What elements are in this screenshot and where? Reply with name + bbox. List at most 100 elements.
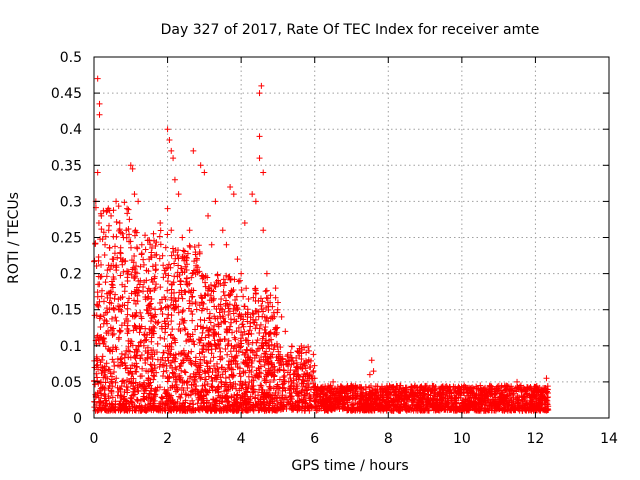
data-point (95, 273, 102, 280)
data-point (247, 393, 254, 400)
data-point (336, 393, 343, 400)
data-point (146, 390, 153, 397)
data-point (171, 273, 178, 280)
data-point (135, 343, 142, 350)
data-point (97, 324, 104, 331)
data-point (204, 306, 211, 313)
data-point (100, 229, 107, 236)
data-point (109, 284, 116, 291)
data-point (164, 287, 171, 294)
data-point (259, 340, 266, 347)
data-point (102, 309, 109, 316)
data-point (148, 245, 155, 252)
data-point (234, 391, 241, 398)
data-point (152, 391, 159, 398)
data-point (209, 368, 216, 375)
data-point (97, 390, 104, 397)
data-point (108, 400, 115, 407)
data-point (230, 401, 237, 408)
data-point (128, 244, 135, 251)
data-point (452, 394, 459, 401)
data-point (99, 364, 106, 371)
data-point (232, 307, 239, 314)
data-point (263, 294, 270, 301)
data-point (230, 310, 237, 317)
data-point (211, 322, 218, 329)
data-point (171, 260, 178, 267)
data-point (206, 297, 213, 304)
data-point (219, 371, 226, 378)
data-point (177, 327, 184, 334)
data-point (261, 350, 268, 357)
data-point (260, 333, 267, 340)
data-point (181, 325, 188, 332)
data-point (275, 389, 282, 396)
data-point (544, 383, 551, 390)
data-point (109, 278, 116, 285)
data-point (208, 383, 215, 390)
data-point (204, 405, 211, 412)
data-point (202, 386, 209, 393)
data-point (222, 383, 229, 390)
data-point (287, 349, 294, 356)
data-point (106, 244, 113, 251)
data-point (290, 360, 297, 367)
data-point (245, 407, 252, 414)
data-point (100, 207, 107, 214)
data-point (159, 311, 166, 318)
data-point (194, 322, 201, 329)
data-point (145, 380, 152, 387)
data-point (216, 394, 223, 401)
data-point (317, 400, 324, 407)
data-point (192, 299, 199, 306)
data-point (147, 394, 154, 401)
data-point (199, 325, 206, 332)
data-point (126, 231, 133, 238)
data-point (227, 348, 234, 355)
data-point (509, 401, 516, 408)
data-point (189, 311, 196, 318)
data-point (287, 375, 294, 382)
data-point (119, 294, 126, 301)
data-point (127, 354, 134, 361)
data-point (272, 285, 279, 292)
data-point (124, 387, 131, 394)
y-tick-label: 0.1 (60, 339, 82, 355)
data-point (287, 385, 294, 392)
data-point (281, 367, 288, 374)
y-tick-label: 0.4 (60, 122, 82, 138)
data-point (183, 355, 190, 362)
data-point (153, 369, 160, 376)
data-point (152, 311, 159, 318)
data-point (175, 247, 182, 254)
data-point (228, 393, 235, 400)
data-point (280, 401, 287, 408)
data-point (251, 319, 258, 326)
data-point (168, 318, 175, 325)
data-point (94, 357, 101, 364)
data-point (99, 287, 106, 294)
data-point (123, 347, 130, 354)
data-point (250, 407, 257, 414)
data-point (215, 383, 222, 390)
data-point (109, 332, 116, 339)
data-point (165, 347, 172, 354)
data-point (118, 350, 125, 357)
data-point (191, 341, 198, 348)
data-point (105, 330, 112, 337)
data-point (117, 250, 124, 257)
data-point (205, 373, 212, 380)
data-point (195, 242, 202, 249)
data-point (115, 336, 122, 343)
data-point (185, 350, 192, 357)
data-point (193, 386, 200, 393)
data-point (176, 363, 183, 370)
data-point (288, 361, 295, 368)
data-point (164, 354, 171, 361)
y-tick-label: 0.35 (51, 158, 82, 174)
data-point (240, 407, 247, 414)
data-point (245, 296, 252, 303)
data-point (117, 327, 124, 334)
data-point (176, 407, 183, 414)
data-point (279, 394, 286, 401)
